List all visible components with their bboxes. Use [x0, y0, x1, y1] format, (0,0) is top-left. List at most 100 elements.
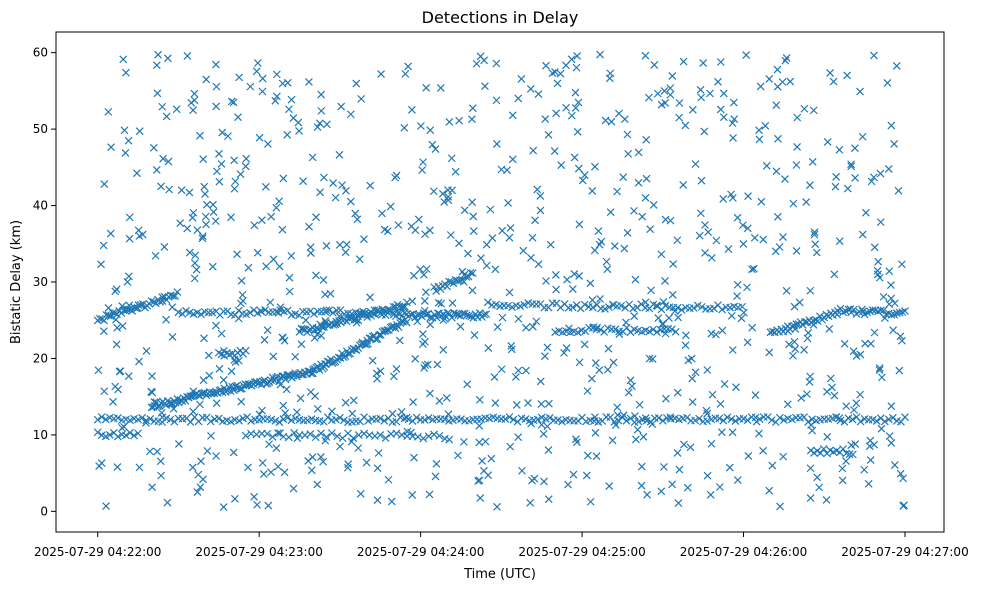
detection-point — [795, 298, 804, 307]
detection-point — [335, 150, 344, 159]
x-tick-label: 2025-07-29 04:24:00 — [357, 545, 484, 559]
detection-point — [101, 415, 110, 424]
detection-point — [235, 416, 243, 425]
detection-point — [702, 406, 711, 415]
detection-point — [191, 251, 200, 260]
detection-point — [346, 197, 355, 206]
detection-point — [843, 184, 852, 193]
detection-point — [785, 340, 793, 349]
detection-point — [272, 203, 281, 212]
detection-point — [311, 392, 319, 401]
detection-point — [122, 431, 130, 440]
detection-point — [219, 307, 228, 316]
detection-point — [209, 208, 218, 216]
detection-point — [378, 209, 386, 218]
detection-point — [372, 369, 381, 378]
detection-point — [838, 464, 847, 473]
detection-point — [626, 328, 635, 337]
detection-point — [644, 93, 653, 102]
detection-point — [397, 407, 406, 416]
detection-point — [418, 166, 427, 175]
detection-point — [200, 334, 208, 343]
detection-point — [374, 449, 383, 457]
detection-point — [793, 113, 802, 122]
detection-point — [631, 275, 640, 284]
detection-point — [606, 208, 615, 217]
detection-point — [831, 182, 840, 191]
detection-point — [412, 413, 421, 422]
detection-point — [852, 399, 861, 408]
detection-point — [825, 325, 834, 333]
detection-point — [482, 261, 491, 270]
detection-point — [316, 188, 325, 197]
detection-point — [421, 230, 429, 239]
detection-point — [849, 347, 858, 356]
detection-point — [543, 343, 552, 352]
detection-point — [870, 243, 879, 252]
detection-point — [813, 473, 822, 482]
detection-point — [615, 330, 624, 339]
detection-point — [264, 139, 272, 148]
detection-point — [142, 418, 150, 427]
detection-point — [808, 157, 817, 166]
detection-point — [376, 414, 385, 423]
detection-point — [104, 303, 113, 312]
detection-point — [408, 490, 417, 499]
detection-point — [134, 415, 142, 424]
detection-point — [274, 429, 282, 437]
detection-point — [668, 290, 677, 299]
detection-point — [840, 339, 849, 348]
detection-point — [887, 310, 896, 319]
detection-point — [491, 265, 500, 274]
detection-point — [202, 75, 211, 84]
detection-point — [823, 137, 832, 146]
detection-point — [890, 139, 899, 148]
detection-point — [145, 447, 154, 456]
detection-point — [596, 294, 604, 303]
detection-point — [231, 177, 240, 186]
detection-point — [201, 190, 209, 198]
detection-point — [737, 314, 746, 323]
detection-point — [608, 436, 617, 445]
detection-point — [401, 302, 409, 311]
detection-point — [364, 416, 373, 425]
detection-point — [858, 132, 867, 141]
detection-point — [703, 417, 712, 425]
detection-point — [402, 413, 411, 422]
detection-point — [211, 217, 220, 226]
detection-point — [422, 83, 431, 92]
detection-point — [418, 330, 427, 338]
detection-point — [707, 253, 716, 262]
detection-point — [219, 346, 228, 355]
detection-point — [478, 456, 486, 465]
detection-point — [205, 371, 214, 380]
detection-point — [233, 250, 241, 259]
detection-point — [545, 413, 554, 422]
detection-point — [767, 416, 776, 425]
detection-point — [533, 415, 542, 424]
detection-point — [492, 139, 501, 148]
detection-point — [773, 82, 782, 91]
detection-point — [816, 312, 824, 321]
y-tick-label: 60 — [33, 46, 48, 60]
detection-point — [835, 145, 844, 154]
detection-point — [784, 327, 792, 336]
detection-point — [650, 61, 659, 69]
detection-point — [358, 338, 367, 347]
detection-point — [714, 77, 722, 86]
detection-point — [104, 107, 113, 116]
detection-point — [553, 416, 562, 424]
detection-point — [750, 233, 759, 242]
detection-point — [669, 260, 678, 269]
detection-point — [623, 228, 632, 237]
detection-point — [476, 494, 485, 502]
detection-point — [782, 286, 791, 295]
detection-point — [848, 415, 857, 424]
detection-point — [707, 439, 716, 448]
detection-point — [634, 148, 643, 157]
detection-point — [159, 154, 168, 163]
detection-point — [641, 51, 650, 60]
detection-point — [392, 171, 401, 180]
detection-point — [748, 265, 756, 274]
detection-point — [467, 115, 476, 124]
